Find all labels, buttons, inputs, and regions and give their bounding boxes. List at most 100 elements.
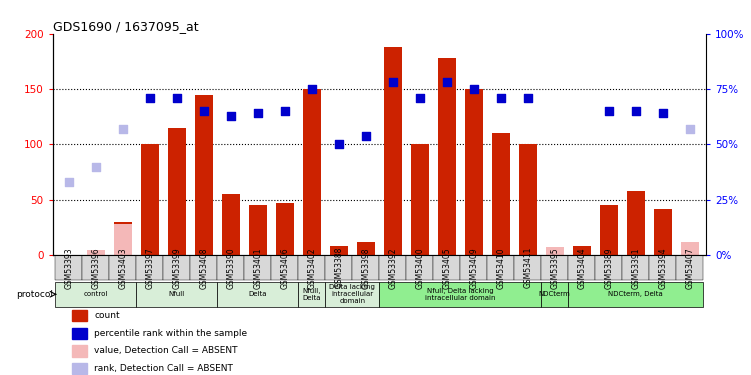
Bar	[330, 246, 348, 255]
Bar	[379, 255, 406, 280]
Bar	[654, 209, 671, 255]
Text: GSM53404: GSM53404	[578, 247, 587, 289]
Point	[333, 141, 345, 147]
Text: Nfull, Delta lacking
intracellular domain: Nfull, Delta lacking intracellular domai…	[425, 288, 496, 301]
Text: GSM53403: GSM53403	[118, 247, 127, 289]
Bar	[249, 206, 267, 255]
Text: GSM53406: GSM53406	[280, 247, 289, 289]
Bar	[384, 47, 402, 255]
Point	[360, 133, 372, 139]
Point	[279, 108, 291, 114]
Bar	[72, 363, 86, 374]
Text: Delta: Delta	[249, 291, 267, 297]
Text: GSM53389: GSM53389	[605, 247, 614, 288]
Bar	[433, 255, 460, 280]
Text: Nfull: Nfull	[169, 291, 185, 297]
Bar	[676, 255, 703, 280]
Text: GSM53409: GSM53409	[469, 247, 478, 289]
Text: GSM53402: GSM53402	[307, 247, 316, 288]
Text: GSM53396: GSM53396	[92, 247, 101, 289]
Point	[198, 108, 210, 114]
Bar	[600, 206, 617, 255]
Point	[683, 126, 695, 132]
Bar	[217, 282, 298, 307]
Text: GSM53401: GSM53401	[253, 247, 262, 288]
Text: GSM53399: GSM53399	[172, 247, 181, 289]
Point	[143, 95, 155, 101]
Bar	[681, 242, 698, 255]
Bar	[244, 255, 271, 280]
Text: Nfull,
Delta: Nfull, Delta	[303, 288, 321, 301]
Bar	[573, 246, 590, 255]
Point	[414, 95, 426, 101]
Bar	[519, 144, 536, 255]
Bar	[195, 94, 213, 255]
Bar	[546, 248, 563, 255]
Text: GSM53390: GSM53390	[226, 247, 235, 289]
Bar	[623, 255, 650, 280]
Point	[441, 80, 453, 86]
Text: GSM53410: GSM53410	[496, 247, 505, 288]
Bar	[72, 328, 86, 339]
Bar	[541, 282, 569, 307]
Point	[306, 86, 318, 92]
Bar	[406, 255, 433, 280]
Bar	[325, 255, 352, 280]
Point	[387, 80, 399, 86]
Text: GSM53407: GSM53407	[685, 247, 694, 289]
Bar	[136, 255, 163, 280]
Text: Delta lacking
intracellular
domain: Delta lacking intracellular domain	[330, 284, 376, 304]
Text: GSM53411: GSM53411	[523, 247, 532, 288]
Bar	[357, 242, 375, 255]
Point	[522, 95, 534, 101]
Text: GSM53393: GSM53393	[65, 247, 74, 289]
Text: GSM53405: GSM53405	[442, 247, 451, 289]
Text: GDS1690 / 1637095_at: GDS1690 / 1637095_at	[53, 20, 198, 33]
Text: NDCterm: NDCterm	[539, 291, 571, 297]
Bar	[109, 255, 136, 280]
Point	[116, 126, 128, 132]
Text: GSM53395: GSM53395	[550, 247, 559, 289]
Text: NDCterm, Delta: NDCterm, Delta	[608, 291, 663, 297]
Bar	[569, 282, 703, 307]
Bar	[87, 250, 104, 255]
Bar	[190, 255, 217, 280]
Bar	[114, 222, 131, 255]
Bar	[303, 89, 321, 255]
Bar	[541, 255, 569, 280]
Bar	[438, 58, 456, 255]
Text: GSM53394: GSM53394	[658, 247, 667, 289]
Text: GSM53398: GSM53398	[361, 247, 370, 288]
Bar	[569, 255, 596, 280]
Point	[630, 108, 642, 114]
Point	[495, 95, 507, 101]
Text: GSM53388: GSM53388	[334, 247, 343, 288]
Bar	[163, 255, 190, 280]
Bar	[650, 255, 676, 280]
Text: GSM53400: GSM53400	[415, 247, 424, 289]
Text: value, Detection Call = ABSENT: value, Detection Call = ABSENT	[95, 346, 238, 355]
Bar	[56, 282, 136, 307]
Text: count: count	[95, 311, 120, 320]
Bar	[276, 203, 294, 255]
Point	[225, 113, 237, 119]
Text: GSM53392: GSM53392	[388, 247, 397, 288]
Bar	[487, 255, 514, 280]
Bar	[222, 194, 240, 255]
Text: control: control	[83, 291, 108, 297]
Bar	[141, 144, 158, 255]
Bar	[136, 282, 217, 307]
Text: GSM53397: GSM53397	[145, 247, 154, 289]
Bar	[217, 255, 244, 280]
Text: GSM53391: GSM53391	[632, 247, 641, 288]
Bar	[83, 255, 109, 280]
Bar	[514, 255, 541, 280]
Bar	[168, 128, 185, 255]
Bar	[271, 255, 298, 280]
Bar	[460, 255, 487, 280]
Bar	[325, 282, 379, 307]
Text: GSM53408: GSM53408	[199, 247, 208, 288]
Bar	[492, 134, 509, 255]
Point	[252, 111, 264, 117]
Bar	[298, 255, 325, 280]
